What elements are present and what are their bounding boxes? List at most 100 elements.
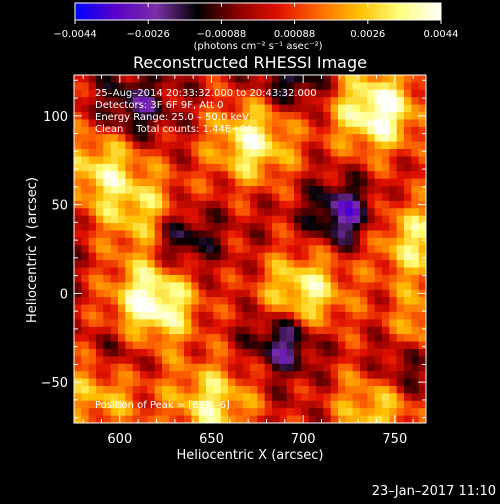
heatmap-cell [272,134,280,143]
heatmap-cell [110,215,119,224]
heatmap-cell [103,163,112,172]
heatmap-cell [228,112,236,121]
heatmap-cell [338,282,346,291]
heatmap-cell [206,223,214,232]
heatmap-cell [382,200,390,209]
heatmap-cell [404,267,412,276]
heatmap-cell [389,237,398,246]
heatmap-cell [132,119,141,128]
heatmap-cell [382,141,390,150]
heatmap-cell [323,385,332,394]
heatmap-cell [220,393,229,402]
heatmap-cell [389,112,398,121]
heatmap-cell [360,97,368,106]
heatmap-cell [250,245,258,254]
heatmap-cell [125,149,134,158]
heatmap-cell [191,260,200,269]
heatmap-cell [367,378,376,387]
heatmap-cell [242,252,251,261]
heatmap-cell [338,371,346,380]
heatmap-cell [235,82,244,91]
heatmap-cell [323,371,332,380]
heatmap-cell [242,393,251,402]
heatmap-cell [162,260,170,269]
heatmap-cell [198,134,207,143]
heatmap-cell [235,311,244,320]
heatmap-cell [147,371,156,380]
heatmap-cell [235,245,244,254]
heatmap-cell [367,252,376,261]
heatmap-cell [140,334,148,343]
heatmap-cell [228,245,236,254]
heatmap-cell [352,289,361,298]
heatmap-cell [110,274,119,283]
heatmap-cell [279,223,288,232]
heatmap-cell [169,304,178,313]
heatmap-cell [338,319,346,328]
heatmap-cell [250,171,258,180]
heatmap-cell [338,178,346,187]
heatmap-cell [374,141,383,150]
heatmap-cell [147,334,156,343]
heatmap-cell [140,289,148,298]
heatmap-cell [242,371,251,380]
heatmap-cell [250,356,258,365]
heatmap-cell [228,319,236,328]
heatmap-cell [154,156,163,165]
heatmap-cell [228,237,236,246]
heatmap-cell [382,215,390,224]
heatmap-cell [184,393,192,402]
heatmap-cell [176,363,185,372]
heatmap-cell [220,371,229,380]
heatmap-cell [81,289,90,298]
heatmap-cell [74,311,82,320]
heatmap-cell [411,156,420,165]
heatmap-cell [176,208,185,217]
x-tick-label: 650 [199,432,224,447]
heatmap-cell [103,97,112,106]
heatmap-cell [198,267,207,276]
heatmap-cell [330,178,339,187]
heatmap-cell [250,252,258,261]
heatmap-cell [184,89,192,98]
heatmap-cell [301,408,310,417]
heatmap-cell [125,297,134,306]
heatmap-cell [110,378,119,387]
heatmap-cell [389,415,398,423]
heatmap-cell [316,186,324,195]
heatmap-cell [418,267,426,276]
heatmap-cell [198,193,207,202]
heatmap-cell [323,223,332,232]
heatmap-cell [250,385,258,394]
heatmap-cell [308,200,317,209]
heatmap-cell [140,156,148,165]
heatmap-cell [242,245,251,254]
heatmap-cell [374,89,383,98]
heatmap-cell [118,341,126,350]
heatmap-cell [345,112,354,121]
heatmap-cell [418,171,426,180]
heatmap-cell [316,75,324,83]
heatmap-cell [213,119,222,128]
heatmap-cell [220,230,229,239]
heatmap-cell [235,171,244,180]
heatmap-cell [206,119,214,128]
heatmap-cell [294,223,302,232]
heatmap-cell [250,223,258,232]
heatmap-cell [103,371,112,380]
heatmap-cell [132,274,141,283]
heatmap-cell [286,289,295,298]
heatmap-cell [360,215,368,224]
heatmap-cell [367,97,376,106]
heatmap-cell [140,112,148,121]
heatmap-cell [213,400,222,409]
heatmap-cell [411,385,420,394]
heatmap-cell [382,89,390,98]
heatmap-cell [176,97,185,106]
heatmap-cell [228,163,236,172]
heatmap-cell [191,311,200,320]
heatmap-cell [242,104,251,113]
heatmap-cell [264,119,273,128]
heatmap-cell [242,408,251,417]
heatmap-cell [264,400,273,409]
